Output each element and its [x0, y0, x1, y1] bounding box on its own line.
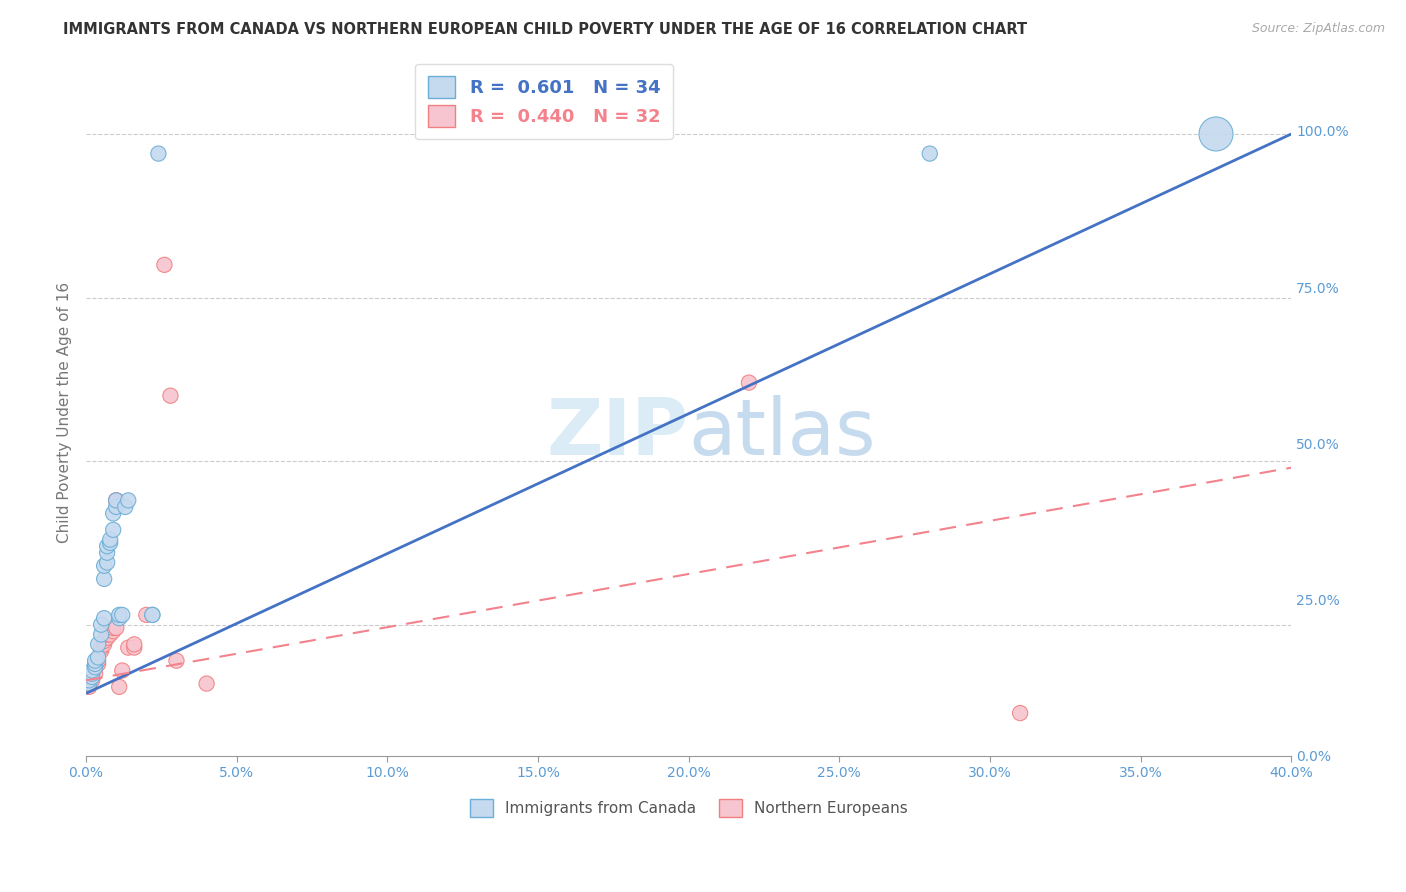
Point — [82, 670, 104, 684]
Point — [77, 676, 100, 690]
Point — [108, 607, 131, 622]
Point — [1010, 706, 1032, 720]
Point — [141, 607, 163, 622]
Text: atlas: atlas — [689, 394, 876, 471]
Y-axis label: Child Poverty Under the Age of 16: Child Poverty Under the Age of 16 — [58, 282, 72, 542]
Point — [195, 676, 218, 690]
Point — [84, 660, 107, 674]
Point — [90, 617, 112, 632]
Point — [105, 493, 128, 508]
Point — [84, 654, 107, 668]
Point — [98, 533, 121, 547]
Point — [77, 676, 100, 690]
Point — [105, 493, 128, 508]
Point — [82, 664, 104, 678]
Point — [918, 146, 941, 161]
Point — [135, 607, 157, 622]
Point — [103, 621, 125, 635]
Point — [105, 621, 128, 635]
Point — [111, 607, 134, 622]
Point — [105, 493, 128, 508]
Point — [124, 637, 146, 651]
Point — [93, 558, 115, 573]
Point — [84, 657, 107, 671]
Text: ZIP: ZIP — [547, 394, 689, 471]
Point — [93, 572, 115, 586]
Point — [141, 607, 163, 622]
Point — [108, 680, 131, 694]
Point — [738, 376, 761, 390]
Point — [166, 654, 188, 668]
Point — [93, 634, 115, 648]
Point — [82, 666, 104, 681]
Point — [1205, 127, 1227, 141]
Point — [96, 539, 118, 553]
Point — [87, 650, 110, 665]
Point — [90, 640, 112, 655]
Point — [124, 640, 146, 655]
Point — [153, 258, 176, 272]
Point — [105, 500, 128, 514]
Point — [103, 624, 125, 639]
Point — [98, 627, 121, 641]
Point — [159, 389, 181, 403]
Point — [84, 666, 107, 681]
Point — [87, 657, 110, 671]
Point — [103, 507, 125, 521]
Point — [93, 611, 115, 625]
Point — [87, 637, 110, 651]
Point — [90, 644, 112, 658]
Text: IMMIGRANTS FROM CANADA VS NORTHERN EUROPEAN CHILD POVERTY UNDER THE AGE OF 16 CO: IMMIGRANTS FROM CANADA VS NORTHERN EUROP… — [63, 22, 1028, 37]
Point — [96, 556, 118, 570]
Point — [96, 546, 118, 560]
Point — [84, 660, 107, 674]
Point — [96, 631, 118, 645]
Point — [77, 680, 100, 694]
Text: Source: ZipAtlas.com: Source: ZipAtlas.com — [1251, 22, 1385, 36]
Point — [103, 523, 125, 537]
Point — [117, 640, 139, 655]
Point — [117, 493, 139, 508]
Point — [82, 670, 104, 684]
Point — [108, 611, 131, 625]
Point — [114, 500, 136, 514]
Legend: Immigrants from Canada, Northern Europeans: Immigrants from Canada, Northern Europea… — [464, 793, 914, 823]
Point — [93, 637, 115, 651]
Point — [148, 146, 170, 161]
Point — [82, 673, 104, 688]
Point — [111, 664, 134, 678]
Point — [98, 536, 121, 550]
Point — [96, 627, 118, 641]
Point — [87, 654, 110, 668]
Point — [77, 673, 100, 688]
Point — [90, 627, 112, 641]
